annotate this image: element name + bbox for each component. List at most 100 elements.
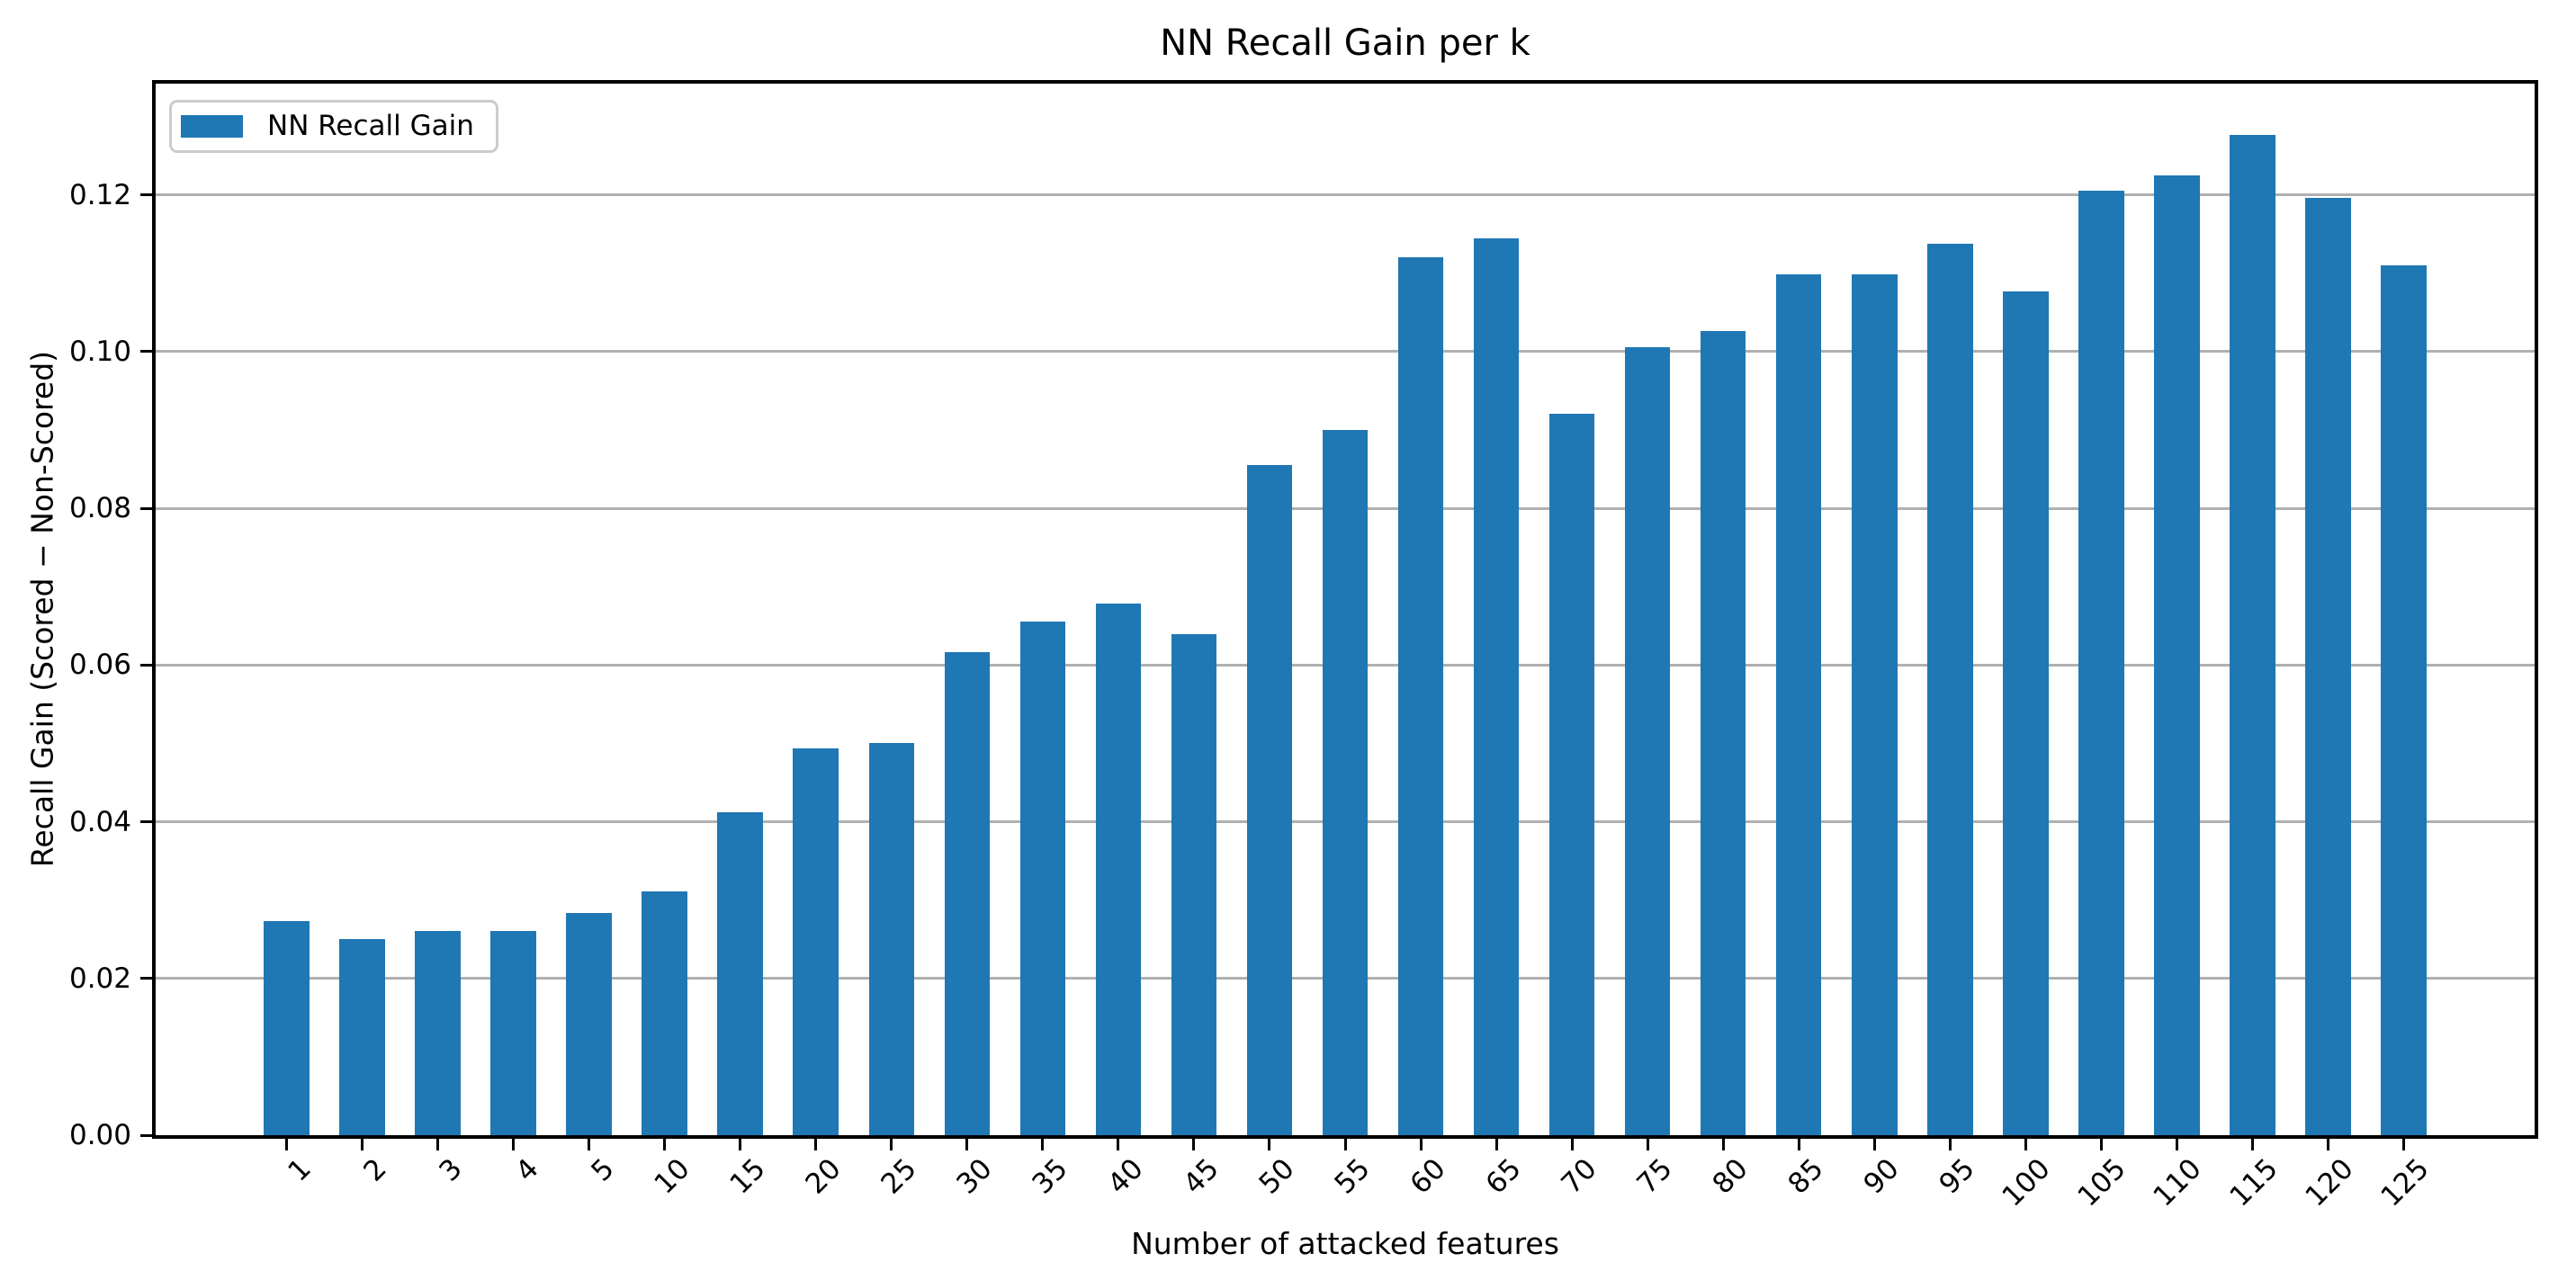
bar: [490, 930, 536, 1135]
x-tick: [965, 1139, 969, 1150]
x-tick-label: 5: [584, 1152, 621, 1188]
x-tick-label: 115: [2222, 1152, 2284, 1213]
legend-swatch: [181, 115, 243, 138]
x-tick: [814, 1139, 818, 1150]
x-tick-label: 2: [357, 1152, 394, 1188]
bar: [642, 891, 687, 1135]
x-tick: [284, 1139, 288, 1150]
x-tick: [1948, 1139, 1952, 1150]
bar: [1701, 331, 1746, 1135]
x-tick-label: 100: [1996, 1152, 2058, 1213]
bar: [1246, 465, 1293, 1135]
y-tick: [140, 663, 152, 667]
x-tick-label: 15: [723, 1152, 772, 1201]
x-tick-label: 3: [433, 1152, 470, 1188]
y-tick-label: 0.00: [68, 1119, 131, 1151]
y-tick-label: 0.12: [68, 178, 131, 211]
bar: [1852, 273, 1898, 1135]
x-tick: [1041, 1139, 1045, 1150]
x-tick-label: 20: [799, 1152, 848, 1201]
x-tick-label: 85: [1782, 1152, 1830, 1201]
y-tick-label: 0.04: [68, 805, 131, 838]
bar: [793, 747, 839, 1135]
x-tick-label: 125: [2374, 1152, 2436, 1213]
x-tick-label: 95: [1933, 1152, 1982, 1201]
bar: [868, 743, 914, 1135]
x-tick: [588, 1139, 591, 1150]
bar: [1927, 243, 1973, 1135]
x-tick: [2402, 1139, 2406, 1150]
x-tick-label: 25: [875, 1152, 923, 1201]
x-tick-label: 4: [508, 1152, 545, 1188]
x-tick-label: 10: [648, 1152, 696, 1201]
x-tick-label: 55: [1328, 1152, 1377, 1201]
gridline: [156, 193, 2535, 197]
x-tick: [512, 1139, 516, 1150]
x-tick-label: 30: [950, 1152, 999, 1201]
y-axis-label: Recall Gain (Scored − Non-Scored): [24, 350, 60, 868]
x-tick-label: 80: [1706, 1152, 1755, 1201]
x-tick: [360, 1139, 364, 1150]
bar: [2230, 134, 2275, 1135]
bar: [1171, 634, 1217, 1135]
x-tick-label: 65: [1479, 1152, 1528, 1201]
x-tick-label: 40: [1101, 1152, 1150, 1201]
x-tick: [1797, 1139, 1800, 1150]
plot-area: [152, 80, 2538, 1139]
bar: [566, 913, 612, 1135]
bar: [1019, 622, 1066, 1135]
x-tick: [1646, 1139, 1649, 1150]
legend: NN Recall Gain: [169, 100, 498, 153]
bar: [415, 930, 461, 1135]
x-tick-label: 90: [1857, 1152, 1907, 1201]
bar: [264, 921, 310, 1135]
bar: [1473, 238, 1520, 1135]
x-tick-label: 35: [1026, 1152, 1074, 1201]
x-tick: [1494, 1139, 1498, 1150]
bar: [717, 812, 763, 1135]
y-tick: [140, 193, 152, 197]
legend-label: NN Recall Gain: [267, 110, 474, 142]
x-tick-label: 70: [1555, 1152, 1603, 1201]
y-tick: [140, 350, 152, 354]
x-tick-label: 45: [1177, 1152, 1225, 1201]
x-tick: [2327, 1139, 2330, 1150]
y-tick: [140, 977, 152, 980]
y-tick: [140, 506, 152, 510]
x-tick: [1117, 1139, 1120, 1150]
bar: [339, 939, 385, 1135]
x-tick: [890, 1139, 893, 1150]
bar: [1548, 413, 1595, 1135]
x-tick: [1419, 1139, 1423, 1150]
x-tick: [1268, 1139, 1271, 1150]
bar: [1776, 273, 1822, 1135]
bar: [1322, 430, 1369, 1135]
x-tick-label: 110: [2147, 1152, 2209, 1213]
y-tick-label: 0.06: [68, 649, 131, 682]
x-tick: [1192, 1139, 1196, 1150]
bar: [1397, 257, 1444, 1135]
y-tick-label: 0.10: [68, 335, 131, 368]
x-tick-label: 105: [2071, 1152, 2133, 1213]
bar: [2381, 265, 2427, 1135]
bar: [944, 652, 990, 1135]
x-tick: [2024, 1139, 2027, 1150]
x-tick: [1570, 1139, 1574, 1150]
x-axis-label: Number of attacked features: [1131, 1226, 1559, 1261]
y-tick: [140, 1133, 152, 1137]
bar: [1095, 604, 1142, 1135]
x-tick-label: 50: [1252, 1152, 1301, 1201]
x-tick: [2099, 1139, 2103, 1150]
chart-title: NN Recall Gain per k: [1160, 22, 1530, 64]
bar: [2078, 191, 2124, 1135]
x-tick-label: 75: [1630, 1152, 1679, 1201]
bar: [2305, 198, 2351, 1135]
x-tick: [663, 1139, 667, 1150]
gridline: [156, 350, 2535, 354]
y-tick-label: 0.08: [68, 492, 131, 525]
x-tick-label: 1: [282, 1152, 319, 1188]
x-tick: [435, 1139, 439, 1150]
bar: [1624, 346, 1671, 1135]
y-tick-label: 0.02: [68, 962, 131, 995]
